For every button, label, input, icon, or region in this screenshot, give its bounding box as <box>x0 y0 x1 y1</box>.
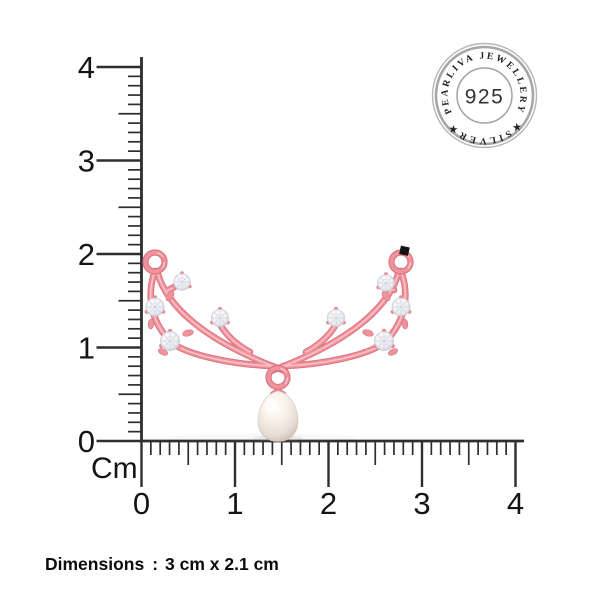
vertical-ruler-label: 0 <box>78 424 95 459</box>
vertical-ruler-label: 2 <box>78 237 95 272</box>
caption-separator: : <box>152 554 159 574</box>
pendant-leaves <box>147 290 409 356</box>
vertical-ruler-label: 3 <box>78 144 95 179</box>
caption-label: Dimensions <box>45 554 145 574</box>
diamond-stone <box>376 271 396 292</box>
vertical-ruler-ticks <box>96 65 142 443</box>
pearl-highlight <box>264 397 277 415</box>
pendant-shadow <box>167 433 357 442</box>
vertical-ruler-label: 4 <box>78 50 95 85</box>
horizontal-ruler-label: 4 <box>507 486 524 521</box>
stamp-purity-number: 925 <box>465 86 505 109</box>
diamond-stone <box>172 270 192 291</box>
stamp-inner-circle <box>456 67 513 124</box>
horizontal-ruler-label: 1 <box>226 486 243 521</box>
stamp-outer-ring <box>434 45 535 146</box>
caption-value: 3 cm x 2.1 cm <box>165 554 279 574</box>
diamond-stone <box>209 306 231 327</box>
clasp-tag <box>399 245 410 256</box>
horizontal-ruler-label: 3 <box>413 486 430 521</box>
horizontal-ruler-label: 2 <box>320 486 337 521</box>
dimensions-caption: Dimensions : 3 cm x 2.1 cm <box>45 554 279 575</box>
vertical-ruler-label: 1 <box>78 331 95 366</box>
ruler-unit-label: Cm <box>91 452 138 485</box>
hallmark-stamp: PEARLIVA JEWELLERY ★SILVER★ 925 <box>431 42 538 149</box>
horizontal-ruler: 0 1 2 3 4 Cm <box>91 439 524 521</box>
horizontal-ruler-ticks <box>140 441 517 487</box>
pearl-drop <box>257 390 299 442</box>
pearl-bail-ring <box>265 364 291 391</box>
stamp-outer-circle <box>431 42 538 149</box>
pendant-illustration <box>142 245 414 442</box>
diamond-stone <box>325 306 347 327</box>
horizontal-ruler-label: 0 <box>133 486 150 521</box>
bail-ring-left <box>142 249 168 275</box>
vertical-ruler: 4 3 2 1 0 <box>78 50 143 459</box>
